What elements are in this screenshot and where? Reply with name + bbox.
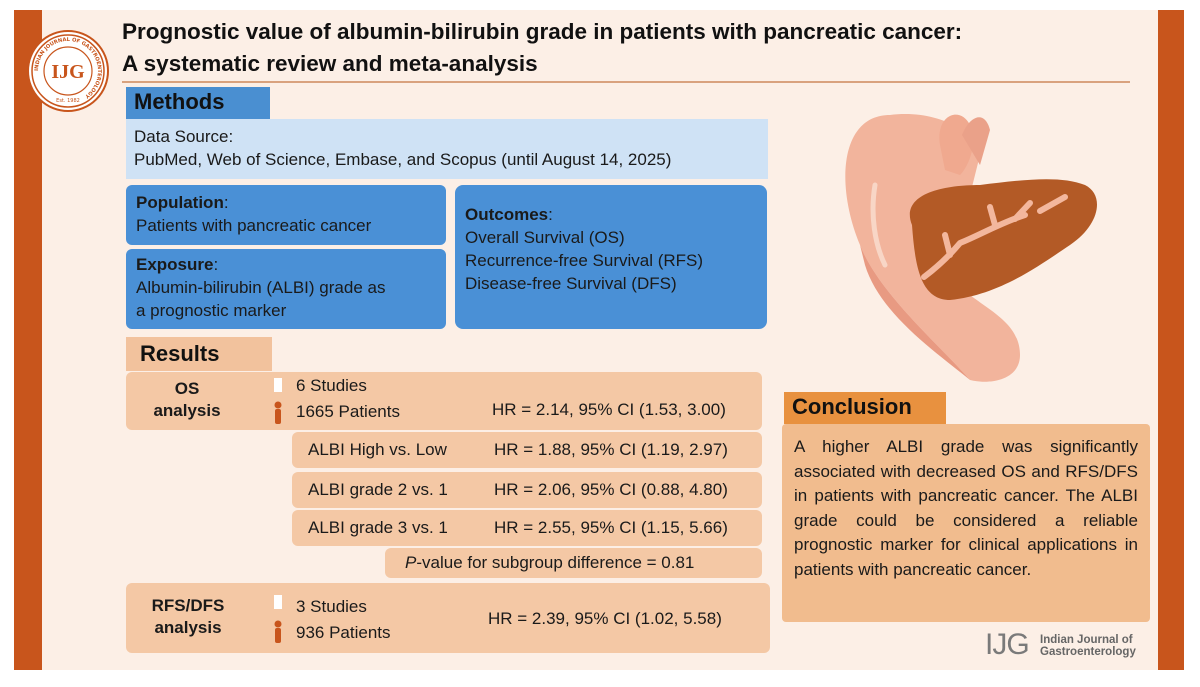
- population-label: Population: [136, 193, 224, 212]
- outcome-item: Disease-free Survival (DFS): [465, 274, 677, 293]
- outcomes-label: Outcomes: [465, 205, 549, 224]
- svg-text:IJG: IJG: [51, 61, 85, 83]
- journal-name: Indian Journal of Gastroenterology: [1040, 634, 1136, 658]
- population-text: Patients with pancreatic cancer: [136, 216, 372, 235]
- rfs-analysis-label: RFS/DFS analysis: [151, 596, 225, 637]
- ijg-footer-logo: IJG: [985, 628, 1030, 661]
- rfs-patients: 936 Patients: [296, 623, 391, 642]
- os-studies: 6 Studies: [296, 376, 367, 395]
- data-source-box: Data Source: PubMed, Web of Science, Emb…: [126, 119, 768, 179]
- exposure-text-line-2: a prognostic marker: [136, 301, 287, 320]
- title-line-2: A systematic review and meta-analysis: [122, 51, 538, 76]
- data-source-label: Data Source:: [134, 127, 234, 146]
- conclusion-header: Conclusion: [784, 392, 946, 424]
- rfs-studies: 3 Studies: [296, 597, 367, 616]
- left-border-bar: [14, 10, 42, 670]
- rfs-dfs-analysis-row: RFS/DFS analysis 3 Studies 936 Patients …: [126, 583, 770, 653]
- right-border-bar: [1158, 10, 1184, 670]
- subgroup-name: ALBI grade 3 vs. 1: [308, 518, 448, 537]
- outcome-item: Recurrence-free Survival (RFS): [465, 251, 704, 270]
- subgroup-hr: HR = 2.06, 95% CI (0.88, 4.80): [494, 480, 728, 499]
- subgroup-name: ALBI High vs. Low: [308, 440, 447, 459]
- subgroup-hr: HR = 1.88, 95% CI (1.19, 2.97): [494, 440, 728, 459]
- population-box: Population: Patients with pancreatic can…: [126, 185, 446, 245]
- p-value-text: P-value for subgroup difference = 0.81: [405, 553, 695, 572]
- os-analysis-row: OS analysis 6 Studies 1665 Patients HR =…: [126, 372, 762, 430]
- rfs-hr: HR = 2.39, 95% CI (1.02, 5.58): [488, 609, 722, 628]
- title-divider: [122, 81, 1130, 83]
- subgroup-name: ALBI grade 2 vs. 1: [308, 480, 448, 499]
- os-patients: 1665 Patients: [296, 402, 400, 421]
- exposure-box: Exposure: Albumin-bilirubin (ALBI) grade…: [126, 249, 446, 329]
- study-person-icon: [274, 378, 282, 424]
- journal-seal-icon: INDIAN JOURNAL OF GASTROENTEROLOGY IJG E…: [27, 30, 109, 112]
- subgroup-row: ALBI High vs. Low HR = 1.88, 95% CI (1.1…: [292, 432, 762, 468]
- subgroup-row: ALBI grade 3 vs. 1 HR = 2.55, 95% CI (1.…: [292, 510, 762, 546]
- title-line-1: Prognostic value of albumin-bilirubin gr…: [122, 19, 963, 44]
- study-person-icon: [274, 595, 282, 643]
- subgroup-row: ALBI grade 2 vs. 1 HR = 2.06, 95% CI (0.…: [292, 472, 762, 508]
- results-header: Results: [126, 337, 272, 371]
- outcome-item: Overall Survival (OS): [465, 228, 625, 247]
- exposure-label: Exposure: [136, 255, 214, 274]
- os-analysis-label: OS analysis: [153, 379, 221, 420]
- p-value-row: P-value for subgroup difference = 0.81: [385, 548, 762, 578]
- data-source-text: PubMed, Web of Science, Embase, and Scop…: [134, 150, 672, 169]
- exposure-text-line-1: Albumin-bilirubin (ALBI) grade as: [136, 278, 386, 297]
- pancreas-illustration-icon: [845, 114, 1097, 382]
- subgroup-hr: HR = 2.55, 95% CI (1.15, 5.66): [494, 518, 728, 537]
- page-title: Prognostic value of albumin-bilirubin gr…: [122, 16, 1122, 80]
- methods-header: Methods: [126, 87, 270, 119]
- os-hr: HR = 2.14, 95% CI (1.53, 3.00): [492, 400, 726, 419]
- svg-text:Est. 1982: Est. 1982: [56, 98, 80, 104]
- outcomes-box: Outcomes: Overall Survival (OS) Recurren…: [455, 185, 767, 329]
- conclusion-text: A higher ALBI grade was significantly as…: [782, 424, 1150, 622]
